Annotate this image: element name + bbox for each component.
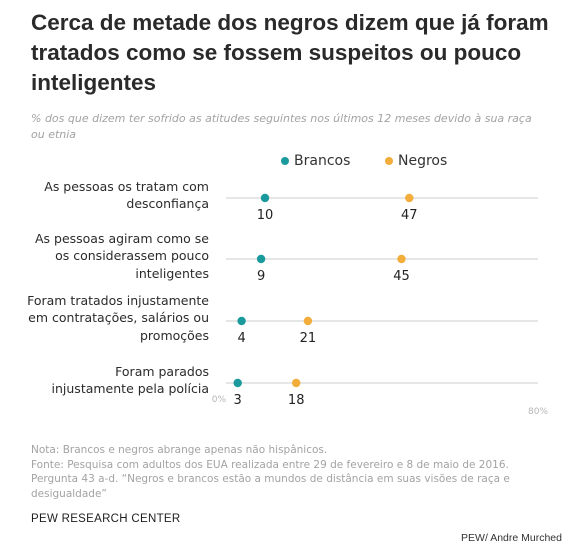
- legend-label-brancos: Brancos: [294, 153, 351, 169]
- dot-brancos: [237, 316, 246, 326]
- category-label: As pessoas agiram como se os considerasse…: [14, 230, 209, 283]
- value-label: 4: [237, 331, 245, 346]
- brand-label: PEW RESEARCH CENTER: [31, 513, 181, 525]
- category-label-line: inteligentes: [135, 265, 209, 281]
- dot-negros: [405, 193, 414, 203]
- value-label: 3: [234, 393, 242, 408]
- chart-note: Nota: Brancos e negros abrange apenas nã…: [31, 443, 541, 501]
- dot-negros: [397, 254, 406, 264]
- category-label-line: As pessoas agiram como se: [34, 230, 209, 246]
- dot-brancos: [233, 378, 242, 388]
- value-label: 18: [288, 393, 305, 408]
- category-label-line: promoções: [140, 327, 209, 343]
- value-label: 10: [257, 208, 274, 223]
- category-label-line: injustamente pela polícia: [51, 381, 209, 396]
- value-label: 47: [401, 208, 418, 223]
- value-label: 21: [300, 331, 317, 346]
- category-label-line: Foram parados: [115, 363, 209, 379]
- category-label-line: As pessoas os tratam com: [44, 178, 209, 194]
- legend-swatch-brancos: [281, 157, 289, 165]
- category-label: Foram tratados injustamente em contrataçõ…: [14, 292, 209, 345]
- value-label: 45: [393, 269, 410, 284]
- legend-label-negros: Negros: [398, 153, 448, 169]
- dot-brancos: [260, 193, 270, 203]
- note-line: Pergunta 43 a-d. “Negros e brancos estão…: [31, 473, 510, 485]
- category-label-line: Foram tratados injustamente: [27, 292, 209, 308]
- chart-title: Cerca de metade dos negros dizem que já …: [31, 10, 549, 95]
- note-line: Fonte: Pesquisa com adultos dos EUA real…: [31, 458, 509, 471]
- note-line: desigualdade”: [31, 487, 107, 500]
- photo-credit: PEW/ Andre Murched: [461, 532, 562, 544]
- dot-negros: [292, 378, 301, 388]
- category-label-line: os considerassem pouco: [55, 248, 209, 264]
- category-label-line: desconfiança: [126, 196, 209, 211]
- value-label: 9: [257, 269, 265, 284]
- dot-brancos: [256, 254, 266, 264]
- category-label: As pessoas os tratam com desconfiança: [14, 178, 209, 213]
- axis-tick-label: 80%: [528, 407, 548, 417]
- legend-swatch-negros: [385, 157, 393, 165]
- category-label: Foram parados injustamente pela polícia: [14, 363, 209, 398]
- category-label-line: em contratações, salários ou: [28, 310, 209, 326]
- chart-subtitle: % dos que dizem ter sofrido as atitudes …: [31, 112, 532, 141]
- note-line: Nota: Brancos e negros abrange apenas nã…: [31, 444, 328, 456]
- axis-tick-label: 0%: [212, 395, 227, 405]
- dot-negros: [303, 316, 313, 326]
